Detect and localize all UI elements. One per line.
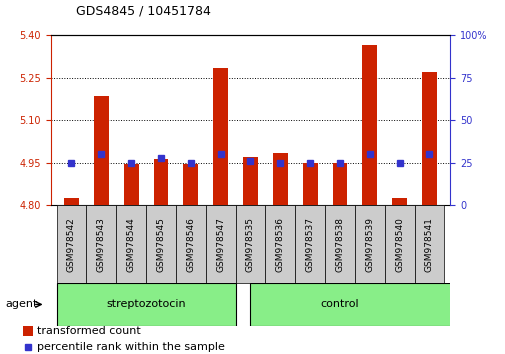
- Text: transformed count: transformed count: [36, 326, 140, 336]
- Bar: [242, 157, 258, 205]
- Bar: [153, 159, 168, 205]
- Text: GSM978537: GSM978537: [305, 217, 314, 272]
- Bar: [57, 205, 86, 283]
- Bar: [250, 283, 459, 326]
- Bar: [294, 205, 324, 283]
- Bar: [93, 96, 109, 205]
- Text: GSM978543: GSM978543: [96, 217, 106, 272]
- Bar: [23, 326, 33, 336]
- Text: GSM978547: GSM978547: [216, 217, 225, 272]
- Text: percentile rank within the sample: percentile rank within the sample: [36, 342, 224, 352]
- Bar: [265, 205, 294, 283]
- Bar: [57, 283, 235, 326]
- Bar: [176, 205, 206, 283]
- Bar: [213, 68, 228, 205]
- Bar: [391, 198, 407, 205]
- Bar: [116, 205, 146, 283]
- Bar: [362, 45, 377, 205]
- Bar: [146, 205, 176, 283]
- Text: control: control: [320, 299, 359, 309]
- Text: agent: agent: [5, 299, 37, 309]
- Bar: [332, 163, 347, 205]
- Text: GSM978546: GSM978546: [186, 217, 195, 272]
- Bar: [272, 153, 287, 205]
- Bar: [235, 205, 265, 283]
- Bar: [123, 164, 138, 205]
- Text: GSM978538: GSM978538: [335, 217, 344, 272]
- Text: GSM978535: GSM978535: [245, 217, 255, 272]
- Bar: [206, 205, 235, 283]
- Text: GSM978542: GSM978542: [67, 217, 76, 272]
- Bar: [354, 205, 384, 283]
- Bar: [183, 164, 198, 205]
- Bar: [86, 205, 116, 283]
- Bar: [64, 198, 79, 205]
- Bar: [421, 72, 436, 205]
- Text: GDS4845 / 10451784: GDS4845 / 10451784: [76, 5, 211, 18]
- Bar: [414, 205, 443, 283]
- Bar: [384, 205, 414, 283]
- Text: GSM978541: GSM978541: [424, 217, 433, 272]
- Text: GSM978540: GSM978540: [394, 217, 403, 272]
- Text: streptozotocin: streptozotocin: [106, 299, 185, 309]
- Text: GSM978544: GSM978544: [126, 217, 135, 272]
- Bar: [302, 163, 317, 205]
- Text: GSM978545: GSM978545: [156, 217, 165, 272]
- Text: GSM978539: GSM978539: [365, 217, 374, 272]
- Bar: [324, 205, 354, 283]
- Text: GSM978536: GSM978536: [275, 217, 284, 272]
